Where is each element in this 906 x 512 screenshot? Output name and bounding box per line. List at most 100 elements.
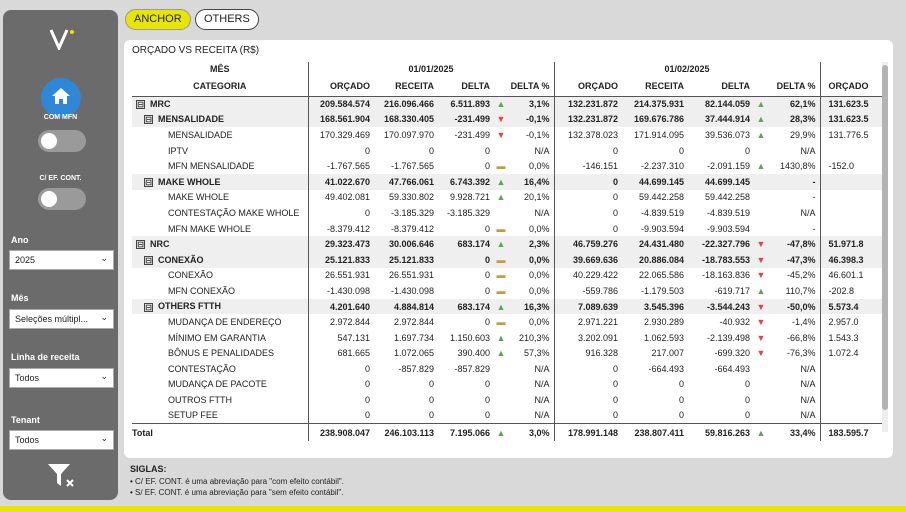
triangle-up-icon: ▲ xyxy=(496,301,506,312)
delta-pct-cell: ▼ -47,3% xyxy=(756,254,816,265)
orcado-cell: 0 xyxy=(553,142,622,159)
col-header-receita[interactable]: RECEITA xyxy=(622,76,688,97)
table-row[interactable]: ⊟ CONEXÃO 25.121.833 25.121.833 0 ▬ 0,0% 39.669… xyxy=(132,251,884,268)
filter-tenant-select[interactable]: Todos ⌄ xyxy=(9,430,114,450)
col-header-orcado[interactable]: ORÇADO xyxy=(553,76,622,97)
table-row[interactable]: MÍNIMO EM GARANTIA 547.131 1.697.734 1.150.… xyxy=(132,329,884,346)
ef-cont-label: C/ EF. CONT. xyxy=(39,175,82,182)
collapse-icon[interactable]: ⊟ xyxy=(144,177,153,187)
ef-cont-toggle[interactable] xyxy=(38,188,86,210)
table-row[interactable]: MUDANÇA DE PACOTE 0 0 0 N/A 0 0 0 N/A xyxy=(132,376,884,393)
receita-cell: 59.330.802 xyxy=(388,192,434,203)
table-row[interactable]: IPTV 0 0 0 N/A 0 0 0 N/A xyxy=(132,142,884,159)
table-row[interactable]: ⊟ NRC 29.323.473 30.006.646 683.174 ▲ 2,3% 46.7… xyxy=(132,236,884,252)
receita-cell: 0 xyxy=(428,145,434,156)
notes-title: SIGLAS: xyxy=(130,464,167,474)
orcado-cell xyxy=(819,220,884,237)
collapse-icon[interactable]: ⊟ xyxy=(144,302,153,312)
col-header-delta-pct[interactable]: DELTA % xyxy=(494,76,554,97)
collapse-icon[interactable]: ⊟ xyxy=(144,255,153,265)
delta-cell: 1.150.603 xyxy=(449,332,490,343)
orcado-cell: 0 xyxy=(553,407,622,424)
chevron-down-icon: ⌄ xyxy=(100,433,108,443)
filter-tenant-label: Tenant xyxy=(11,415,40,425)
col-header-delta[interactable]: DELTA xyxy=(688,76,754,97)
home-icon xyxy=(51,87,71,110)
table-row[interactable]: CONTESTAÇÃO MAKE WHOLE 0 -3.185.329 -3.185.… xyxy=(132,205,884,221)
filter-ano-label: Ano xyxy=(11,235,29,245)
category-cell: MFN CONEXÃO xyxy=(168,285,236,296)
filter-mes-select[interactable]: Seleções múltipl... ⌄ xyxy=(9,309,114,329)
tab-others[interactable]: OTHERS xyxy=(195,9,259,30)
table-row[interactable]: MAKE WHOLE 49.402.081 59.330.802 9.928.721 ▲… xyxy=(132,189,884,206)
delta-cell: 6.743.392 xyxy=(449,176,490,187)
table-row[interactable]: SETUP FEE 0 0 0 N/A 0 0 0 N/A xyxy=(132,407,884,424)
delta-pct-cell: ▲ 3,0% xyxy=(494,422,554,442)
note-item: • C/ EF. CONT. é uma abreviação para "co… xyxy=(130,477,344,486)
receita-cell: -4.839.519 xyxy=(640,207,684,218)
table-row[interactable]: MUDANÇA DE ENDEREÇO 2.972.844 2.972.844 0 ▬ 0… xyxy=(132,314,884,330)
matrix-table[interactable]: MÊS 01/01/2025 01/02/2025 CATEGORIA ORÇA… xyxy=(132,62,884,454)
table-row[interactable]: ⊟ OTHERS FTTH 4.201.640 4.884.814 683.174 ▲ 16… xyxy=(132,298,884,315)
table-row[interactable]: MFN CONEXÃO -1.430.098 -1.430.098 0 ▬ 0,0% -55… xyxy=(132,283,884,299)
delta-cell: 0 xyxy=(744,145,750,156)
triangle-up-icon: ▲ xyxy=(496,427,506,438)
orcado-cell xyxy=(819,173,884,190)
collapse-icon[interactable]: ⊟ xyxy=(136,100,145,110)
tab-anchor[interactable]: ANCHOR xyxy=(125,9,191,30)
col-header-delta-pct[interactable]: DELTA % xyxy=(754,76,820,97)
table-row[interactable]: MENSALIDADE 170.329.469 170.097.970 -231.49… xyxy=(132,127,884,143)
delta-cell: 0 xyxy=(484,317,490,328)
collapse-icon[interactable]: ⊟ xyxy=(136,240,145,250)
table-row[interactable]: MFN MAKE WHOLE -8.379.412 -8.379.412 0 ▬ 0,0%… xyxy=(132,220,884,237)
table-row[interactable]: ⊟ MAKE WHOLE 41.022.670 47.766.061 6.743.392… xyxy=(132,173,884,190)
table-row[interactable]: ⊟ MENSALIDADE 168.561.904 168.330.405 -231.4… xyxy=(132,111,884,128)
receita-cell: 47.766.061 xyxy=(388,176,434,187)
triangle-up-icon: ▲ xyxy=(756,427,766,438)
triangle-up-icon: ▲ xyxy=(496,348,506,359)
table-row[interactable]: CONEXÃO 26.551.931 26.551.931 0 ▬ 0,0% 40.229.… xyxy=(132,267,884,284)
filter-ano-select[interactable]: 2025 ⌄ xyxy=(9,250,114,270)
table-row[interactable]: CONTESTAÇÃO 0 -857.829 -857.829 N/A 0 -664.493… xyxy=(132,361,884,377)
home-button[interactable] xyxy=(41,78,81,118)
orcado-cell xyxy=(819,392,884,408)
clear-filters-button[interactable] xyxy=(47,462,75,493)
delta-cell: 0 xyxy=(484,161,490,172)
table-row[interactable]: ⊟ MRC 209.584.574 216.096.466 6.511.893 ▲ 3,1%… xyxy=(132,96,884,112)
triangle-down-icon: ▼ xyxy=(756,348,766,359)
filter-linha-select[interactable]: Todos ⌄ xyxy=(9,368,114,388)
scrollbar-thumb[interactable] xyxy=(882,65,888,410)
delta-cell: 0 xyxy=(484,395,490,406)
orcado-cell: 0 xyxy=(553,220,622,237)
col-header-receita[interactable]: RECEITA xyxy=(374,76,438,97)
category-cell: MUDANÇA DE ENDEREÇO xyxy=(168,317,282,328)
orcado-cell: 0 xyxy=(553,189,622,206)
delta-pct-cell: - xyxy=(812,192,816,203)
delta-cell: -18.163.836 xyxy=(701,270,750,281)
orcado-cell: 0 xyxy=(553,376,622,393)
delta-pct-cell: ▲ 3,1% xyxy=(496,99,550,110)
delta-cell: -2.139.498 xyxy=(706,332,750,343)
delta-pct-cell: N/A xyxy=(800,145,816,156)
com-mfn-toggle[interactable] xyxy=(38,130,86,152)
category-cell: ⊟ CONEXÃO xyxy=(144,254,204,265)
period-header-jan: 01/01/2025 xyxy=(307,62,554,76)
orcado-cell xyxy=(819,142,884,159)
receita-cell: 4.884.814 xyxy=(393,301,434,312)
delta-pct-cell: N/A xyxy=(534,379,550,390)
triangle-up-icon: ▲ xyxy=(496,239,506,250)
table-row[interactable]: OUTROS FTTH 0 0 0 N/A 0 0 0 N/A xyxy=(132,392,884,408)
table-row[interactable]: MFN MENSALIDADE -1.767.565 -1.767.565 0 ▬ 0,0… xyxy=(132,158,884,174)
table-row[interactable]: Total 238.908.047 246.103.113 7.195.066 ▲ 3,0… xyxy=(132,422,884,442)
receita-cell: 0 xyxy=(678,379,684,390)
collapse-icon[interactable]: ⊟ xyxy=(144,115,153,125)
category-cell: MENSALIDADE xyxy=(168,129,233,140)
col-header-orcado[interactable]: ORÇADO xyxy=(307,76,374,97)
receita-cell: 169.676.786 xyxy=(633,114,684,125)
col-header-orcado[interactable]: ORÇADO xyxy=(819,76,884,97)
table-row[interactable]: BÔNUS E PENALIDADES 681.665 1.072.065 390.4… xyxy=(132,345,884,362)
header-mes: MÊS xyxy=(209,64,230,74)
receita-cell: 0 xyxy=(428,379,434,390)
col-header-delta[interactable]: DELTA xyxy=(438,76,494,97)
delta-cell: 59.442.258 xyxy=(704,192,750,203)
